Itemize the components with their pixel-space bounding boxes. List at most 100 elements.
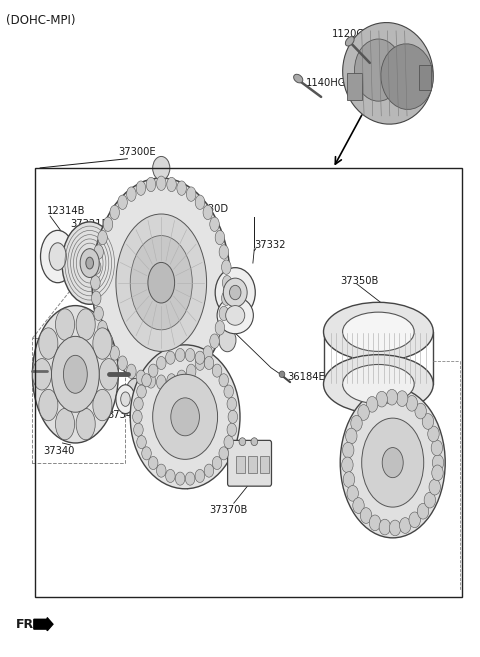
Ellipse shape (210, 217, 219, 231)
Ellipse shape (130, 236, 192, 330)
Ellipse shape (195, 195, 205, 210)
Ellipse shape (347, 486, 359, 501)
Ellipse shape (99, 359, 118, 390)
Ellipse shape (431, 440, 443, 456)
Ellipse shape (369, 515, 381, 531)
Ellipse shape (175, 348, 185, 361)
Ellipse shape (118, 356, 127, 371)
Ellipse shape (376, 392, 387, 407)
Ellipse shape (396, 391, 408, 407)
Ellipse shape (212, 457, 222, 470)
Ellipse shape (222, 275, 232, 290)
Text: 37321D: 37321D (71, 219, 110, 229)
Ellipse shape (217, 297, 253, 334)
Ellipse shape (146, 177, 156, 192)
Bar (419, 65, 431, 90)
Ellipse shape (116, 214, 206, 351)
Ellipse shape (353, 498, 364, 513)
Ellipse shape (40, 231, 75, 283)
FancyArrow shape (34, 618, 53, 631)
Ellipse shape (226, 306, 245, 325)
Ellipse shape (63, 355, 87, 394)
Ellipse shape (136, 181, 145, 195)
Ellipse shape (409, 512, 420, 528)
Ellipse shape (343, 22, 433, 124)
Ellipse shape (92, 178, 230, 388)
Ellipse shape (49, 243, 66, 270)
Ellipse shape (186, 187, 196, 201)
Ellipse shape (239, 438, 246, 445)
Ellipse shape (358, 405, 369, 420)
Bar (35, 168, 462, 597)
Ellipse shape (166, 469, 175, 482)
Ellipse shape (432, 455, 444, 470)
Ellipse shape (156, 357, 166, 369)
Ellipse shape (417, 503, 429, 519)
Bar (348, 74, 362, 99)
Ellipse shape (432, 465, 443, 481)
Ellipse shape (171, 398, 199, 436)
Ellipse shape (98, 321, 108, 335)
Ellipse shape (91, 275, 100, 290)
Ellipse shape (136, 370, 145, 384)
Ellipse shape (153, 156, 170, 180)
Ellipse shape (175, 472, 185, 485)
Ellipse shape (195, 469, 204, 482)
Ellipse shape (195, 351, 204, 364)
Text: 37342: 37342 (108, 410, 139, 420)
Ellipse shape (422, 414, 433, 429)
Ellipse shape (399, 518, 411, 533)
Ellipse shape (132, 410, 142, 423)
Ellipse shape (343, 472, 355, 487)
Ellipse shape (56, 409, 74, 440)
Ellipse shape (346, 428, 357, 444)
Ellipse shape (93, 328, 112, 359)
Ellipse shape (137, 385, 146, 398)
Ellipse shape (223, 278, 247, 307)
Ellipse shape (360, 508, 372, 524)
Ellipse shape (153, 374, 217, 459)
Ellipse shape (76, 409, 95, 440)
Ellipse shape (219, 306, 228, 321)
Ellipse shape (130, 345, 240, 489)
Ellipse shape (251, 438, 258, 445)
Ellipse shape (379, 519, 391, 535)
Ellipse shape (148, 262, 175, 303)
Ellipse shape (424, 492, 435, 508)
Ellipse shape (185, 348, 195, 361)
Ellipse shape (127, 378, 144, 402)
Ellipse shape (103, 334, 113, 348)
Ellipse shape (324, 302, 433, 361)
Ellipse shape (103, 217, 113, 231)
Ellipse shape (203, 346, 213, 360)
Text: 37330D: 37330D (190, 204, 228, 214)
Ellipse shape (167, 374, 176, 388)
Ellipse shape (156, 176, 166, 191)
Ellipse shape (127, 187, 136, 201)
Ellipse shape (167, 177, 176, 192)
Ellipse shape (389, 520, 401, 536)
Ellipse shape (219, 447, 228, 460)
Ellipse shape (39, 390, 58, 420)
Ellipse shape (137, 436, 146, 449)
Ellipse shape (86, 257, 94, 269)
Bar (260, 456, 269, 473)
Ellipse shape (120, 392, 130, 406)
Ellipse shape (212, 364, 222, 377)
Ellipse shape (406, 396, 418, 411)
Ellipse shape (56, 309, 74, 340)
Ellipse shape (382, 447, 403, 478)
Bar (33, 338, 125, 463)
Ellipse shape (166, 351, 175, 364)
Ellipse shape (227, 423, 237, 436)
Ellipse shape (110, 205, 120, 219)
Text: 37340: 37340 (43, 446, 74, 456)
Ellipse shape (118, 195, 127, 210)
Ellipse shape (133, 423, 143, 436)
Bar (236, 456, 245, 473)
Ellipse shape (228, 410, 238, 423)
Ellipse shape (142, 374, 151, 387)
Ellipse shape (294, 74, 303, 83)
Ellipse shape (93, 390, 112, 420)
Ellipse shape (127, 364, 136, 378)
